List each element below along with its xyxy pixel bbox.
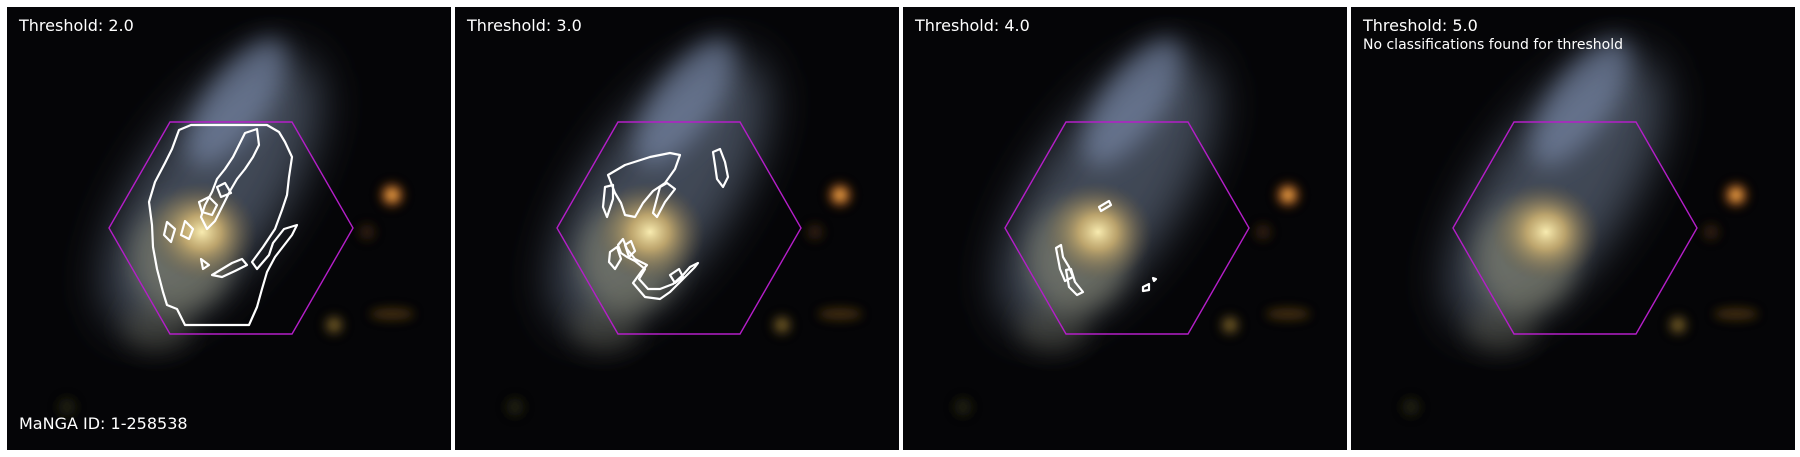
threshold-title: Threshold: 3.0 — [467, 16, 582, 35]
classification-contours — [601, 147, 730, 301]
threshold-title: Threshold: 5.0 — [1363, 16, 1478, 35]
manga-id-label: MaNGA ID: 1-258538 — [19, 414, 188, 433]
ifu-hexagon — [108, 121, 354, 335]
galaxy-image — [58, 38, 414, 416]
no-classifications-note: No classifications found for threshold — [1363, 37, 1623, 53]
ifu-hexagon — [1452, 121, 1698, 335]
threshold-title: Threshold: 2.0 — [19, 16, 134, 35]
panel-threshold-3: Threshold: 3.0 — [455, 7, 899, 450]
panel-threshold-4: Threshold: 4.0 — [903, 7, 1347, 450]
galaxy-image — [506, 38, 862, 416]
classification-contours — [1054, 199, 1158, 297]
ifu-hexagon — [556, 121, 802, 335]
galaxy-image — [1402, 38, 1758, 416]
panel-threshold-2: Threshold: 2.0 MaNGA ID: 1-258538 — [7, 7, 451, 450]
galaxy-image — [954, 38, 1310, 416]
ifu-hexagon — [1004, 121, 1250, 335]
panel-threshold-5: Threshold: 5.0 No classifications found … — [1351, 7, 1795, 450]
threshold-title: Threshold: 4.0 — [915, 16, 1030, 35]
classification-contours — [147, 123, 299, 327]
